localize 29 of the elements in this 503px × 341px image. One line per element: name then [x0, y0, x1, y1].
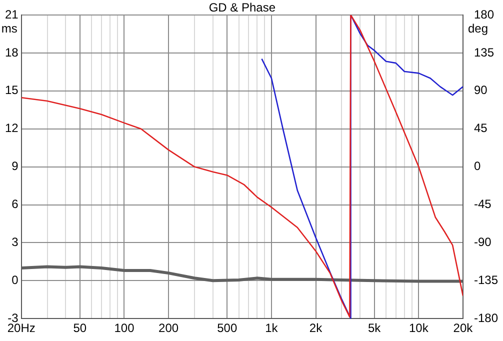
x-tick-label: 500	[217, 321, 238, 336]
y2-tick-label: 135	[474, 45, 494, 60]
y-tick-label: 9	[12, 159, 19, 174]
x-tick-label: 1k	[265, 321, 279, 336]
y-tick-label: 21	[4, 7, 19, 22]
x-tick-label: 2k	[309, 321, 324, 336]
y-axis-title: ms	[1, 21, 18, 36]
y-tick-label: 3	[12, 235, 19, 250]
y-tick-label: 18	[4, 45, 19, 60]
x-tick-label: 20k	[453, 321, 474, 336]
y2-tick-label: 45	[474, 121, 488, 136]
y2-tick-label: 0	[474, 159, 481, 174]
y2-axis-title: deg	[468, 21, 488, 36]
x-tick-label: 5k	[368, 321, 382, 336]
y-tick-label: 15	[4, 83, 19, 98]
y2-tick-label: -45	[474, 197, 492, 212]
x-tick-label: 100	[114, 321, 135, 336]
y2-tick-label: -90	[474, 235, 492, 250]
y-tick-label: 0	[12, 272, 19, 287]
x-tick-label: 50	[73, 321, 87, 336]
y-tick-label: 6	[12, 197, 19, 212]
y-tick-label: 12	[4, 121, 19, 136]
y2-tick-label: 180	[474, 7, 494, 22]
y2-tick-label: -135	[474, 272, 498, 287]
x-tick-label: 200	[158, 321, 179, 336]
chart-title: GD & Phase	[208, 0, 276, 14]
y2-tick-label: 90	[474, 83, 488, 98]
y2-tick-label: -180	[474, 310, 498, 325]
x-tick-label: 10k	[408, 321, 430, 336]
